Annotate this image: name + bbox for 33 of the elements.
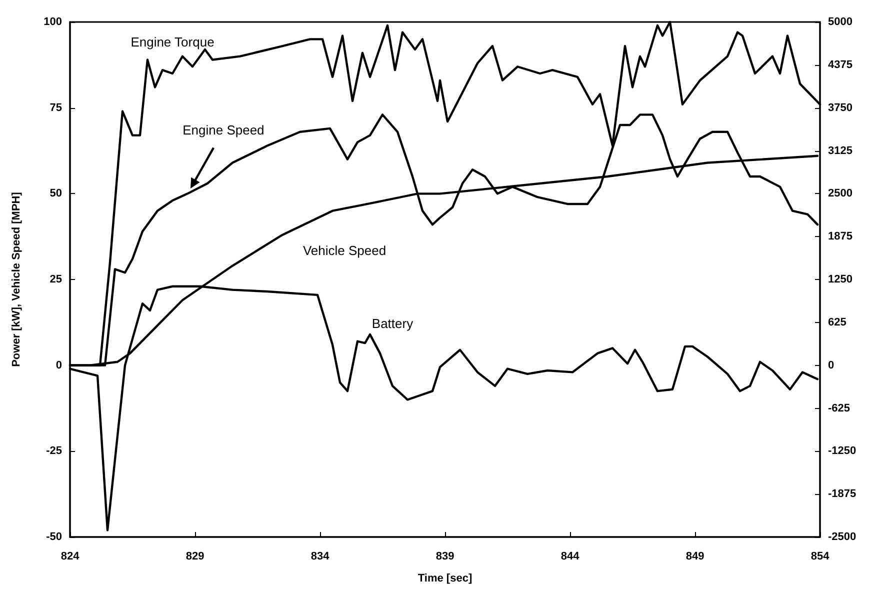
- y2-tick-label: -1875: [828, 488, 856, 500]
- y2-tick-label: 1250: [828, 274, 852, 286]
- series-label: Engine Speed: [182, 122, 264, 138]
- x-tick-label: 834: [310, 550, 330, 562]
- y2-tick-label: 2500: [828, 188, 852, 200]
- y2-tick-label: 4375: [828, 58, 852, 71]
- series-label: Engine Torque: [130, 34, 214, 50]
- y-tick-label: 0: [56, 359, 62, 372]
- x-tick-label: 824: [60, 550, 80, 562]
- x-tick-label: 849: [686, 550, 704, 562]
- x-axis-title: Time [sec]: [418, 572, 472, 584]
- series-label: Vehicle Speed: [302, 242, 386, 258]
- y2-tick-label: 0: [828, 359, 834, 372]
- y2-tick-label: 3125: [828, 144, 852, 157]
- x-tick-label: 844: [560, 550, 580, 562]
- y2-tick-label: 1875: [828, 230, 852, 243]
- series-label: Battery: [372, 316, 414, 331]
- y-tick-label: 100: [44, 16, 62, 28]
- y2-tick-label: -1250: [828, 445, 856, 458]
- y2-tick-label: -2500: [828, 531, 856, 543]
- x-tick-label: 854: [810, 550, 830, 562]
- y-tick-label: 25: [50, 274, 62, 286]
- y2-tick-label: -625: [828, 402, 850, 414]
- y-tick-label: -50: [46, 531, 62, 543]
- y-tick-label: 75: [50, 102, 62, 114]
- y-tick-label: 50: [50, 188, 62, 200]
- y-axis-title: Power [kW], Vehicle Speed [MPH]: [10, 192, 22, 367]
- y2-tick-label: 625: [828, 316, 846, 328]
- y2-tick-label: 3750: [828, 102, 852, 114]
- y-tick-label: -25: [46, 445, 62, 458]
- x-tick-label: 839: [436, 550, 454, 562]
- y2-tick-label: 5000: [828, 16, 852, 28]
- x-tick-label: 829: [186, 550, 204, 562]
